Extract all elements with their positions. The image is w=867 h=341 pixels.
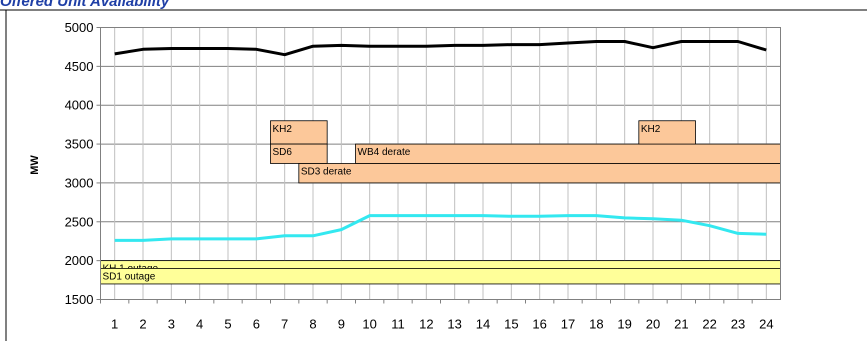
outage-band	[298, 163, 781, 184]
outage-band	[638, 120, 696, 145]
outage-band	[355, 143, 781, 164]
series-line	[114, 214, 767, 242]
outage-band	[100, 268, 781, 285]
y-tick-label: 3500	[65, 137, 94, 152]
x-tick-label: 18	[589, 317, 603, 332]
series-lines	[114, 40, 767, 242]
x-tick-label: 4	[196, 317, 203, 332]
x-tick-label: 7	[281, 317, 288, 332]
outage-band-label: SD3 derate	[301, 167, 352, 178]
outage-band-label: WB4 derate	[358, 147, 411, 158]
x-tick-label: 19	[617, 317, 631, 332]
x-tick-label: 21	[674, 317, 688, 332]
y-tick-label: 5000	[65, 20, 94, 35]
y-tick-label: 2000	[65, 253, 94, 268]
y-tick-label: 2500	[65, 214, 94, 229]
outage-band-label: SD6	[273, 147, 293, 158]
y-tick-label: 4500	[65, 59, 94, 74]
x-tick-label: 2	[139, 317, 146, 332]
outage-band-label: KH2	[641, 124, 661, 135]
x-tick-label: 8	[309, 317, 316, 332]
y-tick-label: 3000	[65, 175, 94, 190]
x-tick-label: 22	[702, 317, 716, 332]
x-tick-label: 1	[111, 317, 118, 332]
x-tick-label: 6	[253, 317, 260, 332]
outage-band-label: SD1 outage	[103, 271, 156, 282]
x-tick-label: 15	[504, 317, 518, 332]
x-tick-label: 17	[561, 317, 575, 332]
x-tick-label: 10	[362, 317, 376, 332]
y-axis-label: MW	[29, 155, 41, 175]
x-tick-label: 24	[759, 317, 773, 332]
y-axis-ticks: 1500 2000 2500 3000 3500 4000 4500 5000	[65, 20, 101, 307]
x-tick-label: 23	[731, 317, 745, 332]
x-tick-label: 14	[476, 317, 490, 332]
x-tick-label: 20	[646, 317, 660, 332]
x-tick-label: 5	[224, 317, 231, 332]
x-tick-label: 9	[338, 317, 345, 332]
chart-title: Offered Unit Availability	[0, 0, 170, 10]
outage-band	[100, 260, 781, 269]
x-tick-label: 11	[391, 317, 405, 332]
x-axis-ticks: 1 2 3 4 5 6 7 8 9 10 11 12 13 14 15 16 17 18 19 20 21 22 23 24	[100, 299, 774, 332]
x-tick-label: 13	[447, 317, 461, 332]
y-tick-label: 1500	[65, 292, 94, 307]
x-tick-label: 12	[419, 317, 433, 332]
outage-band-label: KH2	[273, 124, 293, 135]
x-tick-label: 16	[532, 317, 546, 332]
x-tick-label: 3	[168, 317, 175, 332]
y-tick-label: 4000	[65, 98, 94, 113]
series-line	[114, 40, 767, 57]
